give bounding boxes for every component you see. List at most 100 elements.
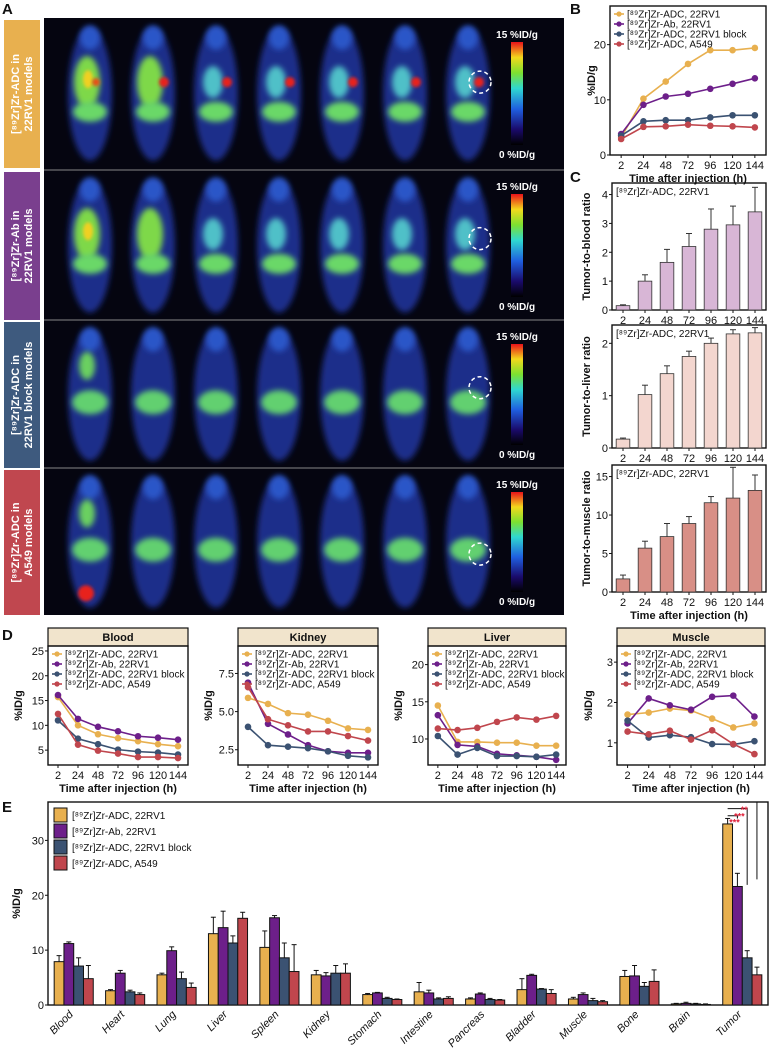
data-point	[729, 80, 736, 88]
bar	[320, 975, 332, 1006]
y-tick-label: 2.5	[219, 745, 234, 757]
significance-stars: **	[741, 805, 749, 815]
legend-marker	[434, 651, 440, 657]
pet-mouse-image	[194, 25, 238, 161]
x-tick-label: Liver	[205, 1008, 231, 1034]
legend-entry: [⁸⁹Zr]Zr-ADC, A549	[634, 680, 720, 691]
y-axis-label: %ID/g	[393, 690, 405, 721]
y-tick-label: 15	[412, 697, 424, 709]
y-tick-label: 20	[32, 890, 44, 902]
x-axis-label: Time after injection (h)	[632, 783, 750, 795]
bar	[217, 927, 229, 1006]
x-tick-label: 48	[664, 770, 676, 782]
pet-mouse-image	[383, 475, 427, 608]
bar	[567, 998, 579, 1006]
pet-mouse-image	[194, 475, 238, 608]
y-tick-label: 5	[38, 745, 44, 757]
bar	[372, 992, 383, 1006]
bar	[484, 999, 496, 1006]
bar	[751, 974, 763, 1006]
x-tick-label: 24	[643, 770, 655, 782]
x-axis-label: Time after injection (h)	[438, 783, 556, 795]
y-tick-label: 10	[412, 734, 424, 746]
bar	[681, 246, 697, 311]
y-tick-label: 1	[607, 738, 613, 750]
bar	[545, 992, 557, 1006]
bar	[681, 356, 697, 449]
bar	[615, 578, 631, 593]
x-tick-label: 96	[322, 770, 334, 782]
data-point	[640, 123, 647, 131]
y-tick-label: 0	[602, 587, 608, 599]
x-tick-label: 2	[625, 770, 631, 782]
x-axis-label: Time after injection (h)	[249, 783, 367, 795]
facet-title: Blood	[102, 632, 133, 644]
data-point	[729, 46, 736, 54]
x-tick-label: 24	[639, 597, 651, 609]
pet-mouse-image	[257, 327, 301, 461]
bar	[638, 985, 650, 1006]
data-point	[666, 701, 674, 709]
x-tick-label: 48	[661, 315, 673, 327]
y-tick-label: 5	[602, 549, 608, 561]
bar	[381, 997, 393, 1006]
data-point	[493, 739, 501, 746]
data-point	[708, 715, 716, 722]
x-tick-label: 72	[683, 453, 695, 465]
data-point	[154, 740, 162, 748]
y-axis-label: %ID/g	[13, 690, 25, 721]
bar	[619, 975, 631, 1006]
x-axis-label: Time after injection (h)	[630, 610, 748, 622]
data-point	[552, 756, 560, 764]
legend-entry: [⁸⁹Zr]Zr-ADC, 22RV1 block	[65, 670, 185, 681]
legend-entry: [⁸⁹Zr]Zr-Ab, 22RV1	[65, 660, 150, 671]
x-tick-label: 96	[704, 160, 716, 172]
bar	[362, 994, 374, 1006]
y-tick-label: 0	[600, 150, 606, 162]
bar	[703, 342, 719, 449]
data-point	[708, 727, 716, 734]
bar	[700, 1003, 711, 1006]
data-point	[94, 723, 102, 731]
bar	[725, 224, 741, 311]
legend-swatch	[53, 839, 68, 855]
row-label-line1: [⁸⁹Zr]Zr-Ab in	[10, 210, 22, 281]
data-point	[284, 743, 292, 750]
data-point	[174, 736, 182, 744]
legend-entry: [⁸⁹Zr]Zr-ADC, 22RV1	[634, 650, 728, 661]
data-point	[244, 694, 252, 702]
data-point	[284, 731, 292, 738]
legend-marker	[434, 661, 440, 667]
legend-entry: [⁸⁹Zr]Zr-ADC, 22RV1 block	[255, 670, 375, 681]
data-point	[662, 123, 670, 130]
pet-mouse-image	[257, 25, 301, 161]
bar	[176, 978, 187, 1006]
bar	[310, 974, 322, 1006]
bar	[278, 957, 290, 1006]
data-point	[54, 717, 62, 724]
bar	[53, 961, 65, 1006]
row-label-line2: 22RV1 models	[23, 56, 35, 131]
x-tick-label: 96	[511, 770, 523, 782]
y-tick-label: 7.5	[219, 668, 234, 680]
data-point	[264, 715, 272, 723]
data-point	[324, 728, 332, 735]
legend-entry: [⁸⁹Zr]Zr-Ab, 22RV1	[255, 660, 340, 671]
x-tick-label: 72	[491, 770, 503, 782]
timepoint-label: 24 h	[142, 9, 164, 21]
bar	[670, 1003, 682, 1006]
panel-letter-e: E	[2, 799, 12, 816]
data-point	[687, 706, 695, 714]
data-point	[284, 722, 292, 729]
colorbar	[511, 492, 523, 592]
x-tick-label: Spleen	[249, 1009, 282, 1042]
y-tick-label: 5.0	[219, 707, 234, 719]
pet-mouse-image	[383, 177, 427, 313]
bar	[732, 885, 743, 1006]
bar	[73, 965, 84, 1006]
x-tick-label: 120	[723, 160, 741, 172]
pet-mouse-image	[320, 327, 364, 461]
data-point	[493, 752, 501, 760]
